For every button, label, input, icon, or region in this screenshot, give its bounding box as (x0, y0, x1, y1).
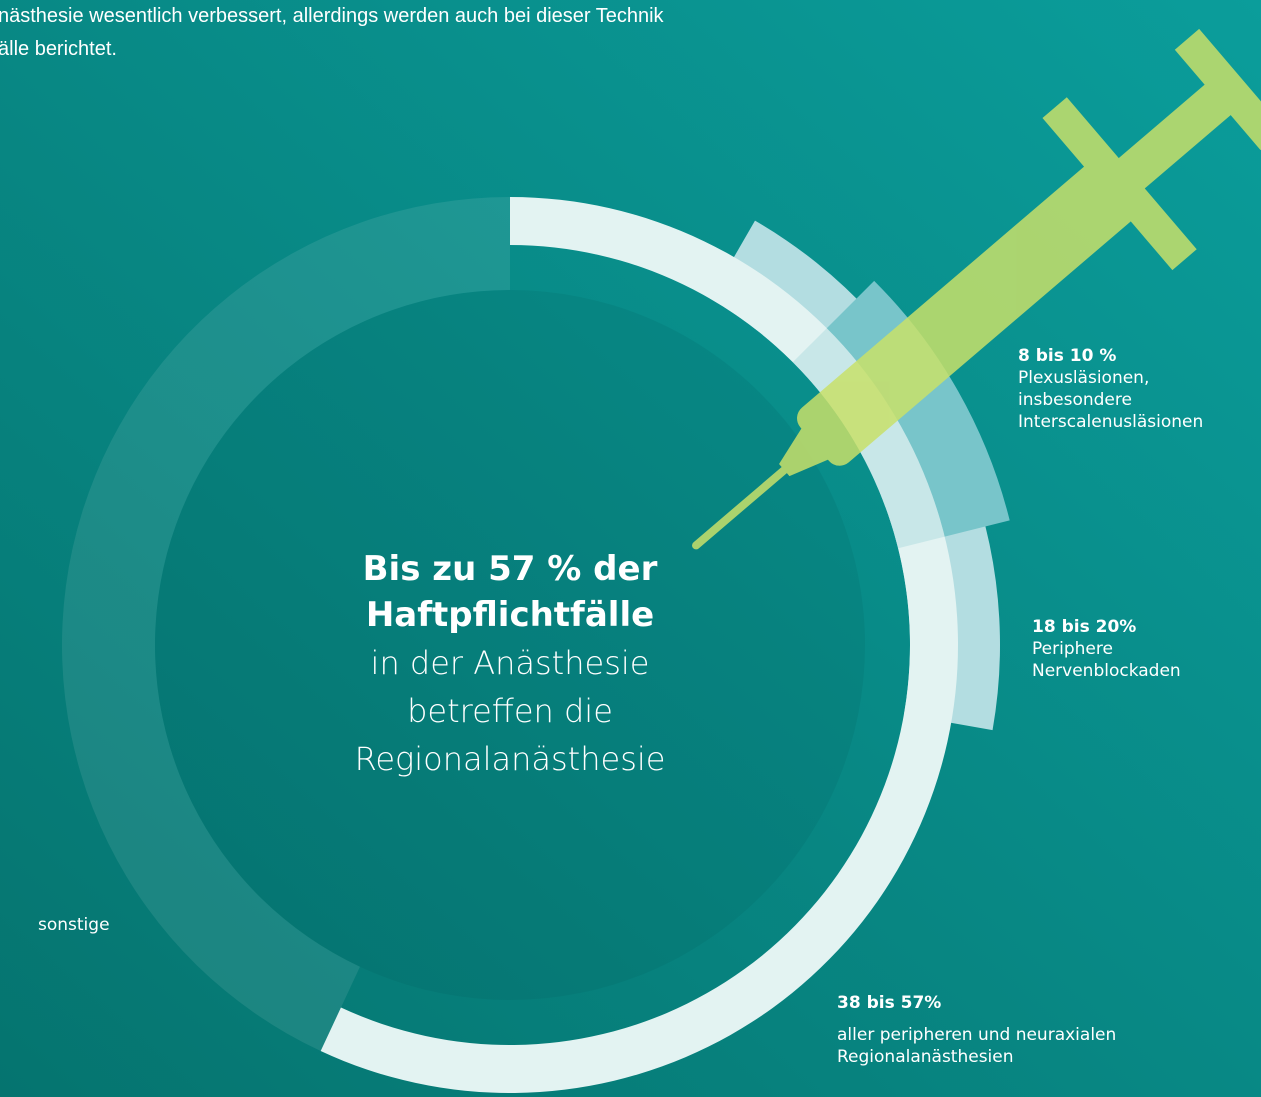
label-text: Interscalenusläsionen (1018, 412, 1203, 432)
center-line: betreffen die (407, 692, 613, 730)
label-text: Periphere (1032, 639, 1113, 659)
center-text: Bis zu 57 % der Haftpflichtfälle in der … (355, 549, 666, 778)
intro-line: älle berichtet. (0, 38, 117, 60)
label-other: sonstige (38, 915, 110, 935)
page: nästhesie wesentlich verbessert, allerdi… (0, 0, 1261, 1097)
label-figure: 8 bis 10 % (1018, 346, 1116, 366)
label-text: insbesondere (1018, 390, 1132, 410)
label-text: aller peripheren und neuraxialen (837, 1025, 1116, 1045)
intro-line: nästhesie wesentlich verbessert, allerdi… (0, 5, 665, 27)
headline: Haftpflichtfälle (366, 595, 654, 635)
infographic: nästhesie wesentlich verbessert, allerdi… (0, 0, 1261, 1097)
label-figure: 38 bis 57% (837, 993, 941, 1013)
label-figure: 18 bis 20% (1032, 617, 1136, 637)
label-text: Plexusläsionen, (1018, 368, 1149, 388)
headline: Bis zu 57 % der (363, 549, 658, 589)
label-text: Nervenblockaden (1032, 661, 1181, 681)
center-line: in der Anästhesie (371, 644, 650, 682)
center-line: Regionalanästhesie (355, 740, 666, 778)
label-text: Regionalanästhesien (837, 1047, 1014, 1067)
